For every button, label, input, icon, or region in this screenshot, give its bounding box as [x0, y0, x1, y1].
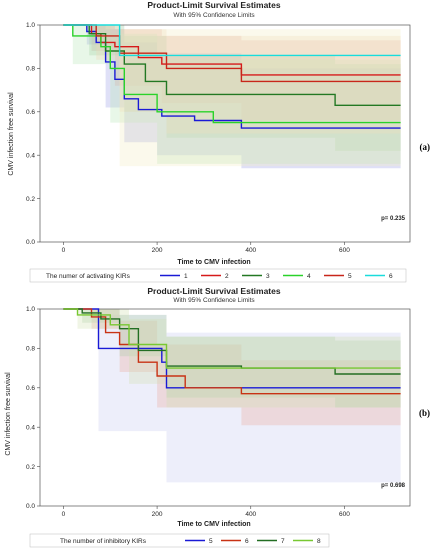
x-tick-label: 0 — [62, 247, 66, 254]
plot-frame — [39, 24, 411, 243]
y-tick-label: 0.8 — [26, 346, 35, 353]
confidence-band-4 — [63, 25, 401, 173]
legend-label-6: 6 — [245, 538, 249, 545]
y-axis-label: CMV infection free survival — [8, 92, 15, 176]
panel-a: Product-Limit Survival Estimates With 95… — [8, 0, 431, 283]
confidence-band-6 — [63, 309, 401, 426]
x-tick-label: 200 — [152, 511, 163, 518]
x-axis-label: Time to CMV infection — [177, 521, 250, 528]
confidence-band-8 — [63, 309, 401, 408]
y-tick-label: 0.4 — [26, 152, 35, 159]
survival-line-3 — [63, 24, 401, 106]
legend-label-4: 4 — [307, 273, 311, 280]
y-axis-label: CMV infection free survival — [5, 372, 12, 456]
y-tick-label: 1.0 — [26, 306, 35, 313]
p-value: p= 0.698 — [381, 483, 406, 489]
confidence-band-5 — [63, 309, 401, 483]
confidence-band-3 — [63, 25, 401, 151]
legend-label-3: 3 — [266, 273, 270, 280]
y-tick-label: 0.2 — [26, 464, 35, 471]
confidence-band-7 — [63, 309, 401, 408]
y-tick-label: 0.0 — [26, 503, 35, 510]
survival-line-5 — [63, 24, 401, 83]
x-tick-label: 600 — [339, 511, 350, 518]
legend-label-5: 5 — [209, 538, 213, 545]
legend-label-6: 6 — [389, 273, 393, 280]
x-tick-label: 400 — [245, 247, 256, 254]
survival-line-5 — [63, 308, 401, 389]
confidence-band-1 — [63, 25, 401, 169]
x-tick-label: 600 — [339, 247, 350, 254]
x-tick-label: 200 — [152, 247, 163, 254]
chart-subtitle: With 95% Confidence Limits — [173, 12, 255, 19]
y-tick-label: 1.0 — [26, 22, 35, 29]
chart-title: Product-Limit Survival Estimates — [147, 0, 280, 10]
survival-line-6 — [63, 308, 401, 395]
x-tick-label: 0 — [62, 511, 66, 518]
confidence-band-2 — [63, 25, 401, 121]
survival-line-4 — [63, 24, 401, 124]
x-axis-label: Time to CMV infection — [177, 259, 250, 266]
legend-label-2: 2 — [225, 273, 229, 280]
y-tick-label: 0.0 — [26, 239, 35, 246]
confidence-bands — [63, 309, 401, 483]
legend-frame — [29, 533, 330, 548]
legend-label-8: 8 — [317, 538, 321, 545]
confidence-band-5 — [63, 25, 401, 151]
confidence-bands — [63, 25, 401, 173]
y-tick-label: 0.4 — [26, 424, 35, 431]
chart-subtitle: With 95% Confidence Limits — [173, 297, 255, 304]
legend-title: The number of inhibitory KIRs — [60, 538, 147, 545]
survival-line-8 — [63, 308, 401, 369]
panel-label: (b) — [419, 408, 430, 418]
chart-title: Product-Limit Survival Estimates — [147, 286, 280, 296]
legend-frame — [29, 268, 407, 283]
panel-b: Product-Limit Survival Estimates With 95… — [5, 286, 430, 548]
panel-label: (a) — [420, 142, 431, 152]
y-tick-label: 0.6 — [26, 109, 35, 116]
plot-frame — [39, 308, 411, 507]
y-tick-label: 0.6 — [26, 385, 35, 392]
x-tick-label: 400 — [245, 511, 256, 518]
legend-label-7: 7 — [281, 538, 285, 545]
y-tick-label: 0.8 — [26, 66, 35, 73]
legend-title: The numer of activating KIRs — [46, 273, 131, 280]
confidence-band-6 — [63, 25, 401, 167]
legend-label-5: 5 — [348, 273, 352, 280]
p-value: p= 0.235 — [381, 216, 406, 222]
survival-line-6 — [63, 24, 401, 57]
y-tick-label: 0.2 — [26, 196, 35, 203]
legend-label-1: 1 — [184, 273, 188, 280]
